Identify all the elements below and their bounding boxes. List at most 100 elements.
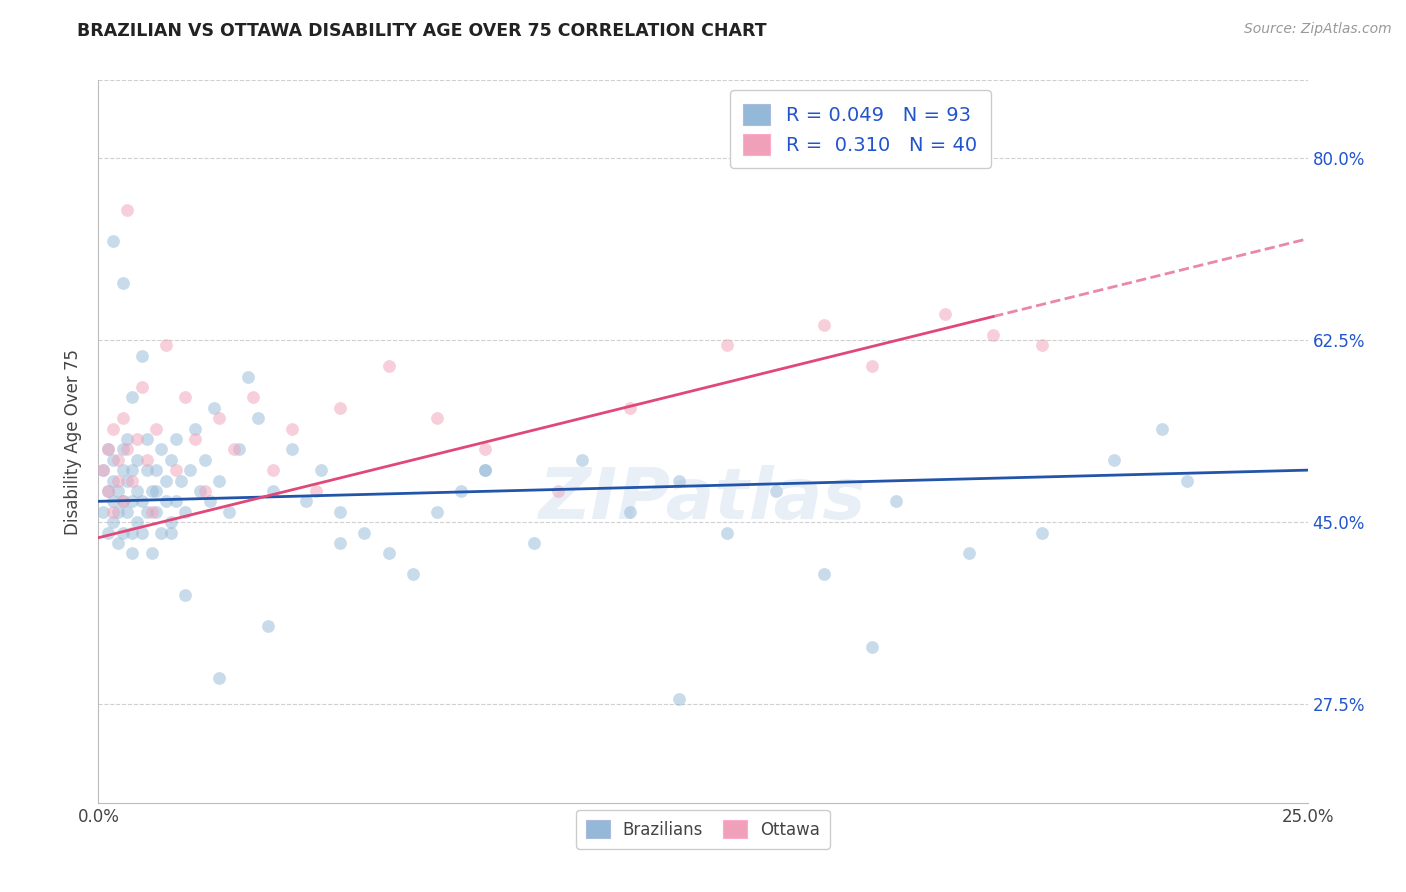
Point (813, 318, 835, 332)
Point (101, 494, 124, 508)
Point (121, 494, 143, 508)
Point (208, 411, 231, 425)
Point (329, 536, 352, 550)
Point (228, 442, 250, 457)
Point (934, 307, 956, 321)
Point (174, 505, 197, 519)
Point (765, 483, 787, 498)
Point (860, 359, 883, 374)
Point (97, 525, 120, 540)
Point (1031, 338, 1053, 352)
Point (155, 338, 177, 352)
Point (184, 421, 207, 435)
Point (1152, 421, 1174, 435)
Point (426, 505, 449, 519)
Point (111, 463, 134, 477)
Point (571, 452, 593, 467)
Point (218, 505, 240, 519)
Legend: Brazilians, Ottawa: Brazilians, Ottawa (576, 810, 830, 848)
Point (127, 452, 149, 467)
Point (131, 349, 153, 363)
Point (101, 452, 124, 467)
Point (150, 442, 173, 457)
Point (281, 421, 304, 435)
Point (184, 432, 207, 446)
Point (262, 483, 284, 498)
Point (145, 463, 167, 477)
Point (117, 442, 139, 457)
Point (1102, 452, 1125, 467)
Point (135, 432, 157, 446)
Point (111, 525, 134, 540)
Point (474, 463, 496, 477)
Point (377, 546, 399, 560)
Point (188, 483, 211, 498)
Point (91, 505, 114, 519)
Point (169, 474, 191, 488)
Point (101, 421, 124, 435)
Point (165, 494, 187, 508)
Text: BRAZILIAN VS OTTAWA DISABILITY AGE OVER 75 CORRELATION CHART: BRAZILIAN VS OTTAWA DISABILITY AGE OVER … (77, 22, 766, 40)
Point (281, 442, 304, 457)
Point (121, 474, 143, 488)
Point (716, 338, 738, 352)
Point (329, 505, 352, 519)
Point (141, 483, 163, 498)
Point (131, 525, 153, 540)
Point (860, 640, 883, 654)
Point (668, 691, 690, 706)
Point (91, 463, 114, 477)
Point (194, 483, 217, 498)
Point (208, 671, 231, 685)
Point (155, 494, 177, 508)
Point (117, 432, 139, 446)
Point (121, 463, 143, 477)
Text: ZIPatlas: ZIPatlas (540, 465, 866, 533)
Point (121, 390, 143, 404)
Point (97, 483, 120, 498)
Point (194, 452, 217, 467)
Text: Source: ZipAtlas.com: Source: ZipAtlas.com (1244, 22, 1392, 37)
Point (474, 463, 496, 477)
Point (179, 463, 201, 477)
Point (101, 235, 124, 249)
Point (377, 359, 399, 374)
Point (160, 452, 183, 467)
Point (813, 567, 835, 582)
Point (523, 536, 546, 550)
Point (238, 369, 260, 384)
Point (135, 505, 157, 519)
Point (242, 390, 264, 404)
Point (97, 483, 120, 498)
Point (1031, 525, 1053, 540)
Point (668, 474, 690, 488)
Point (111, 494, 134, 508)
Point (716, 525, 738, 540)
Point (107, 452, 129, 467)
Point (107, 505, 129, 519)
Point (107, 474, 129, 488)
Point (198, 494, 221, 508)
Point (165, 432, 187, 446)
Point (145, 421, 167, 435)
Point (131, 494, 153, 508)
Point (127, 515, 149, 529)
Point (127, 432, 149, 446)
Point (101, 474, 124, 488)
Point (450, 483, 472, 498)
Point (981, 328, 1004, 343)
Point (353, 525, 375, 540)
Point (107, 483, 129, 498)
Point (111, 494, 134, 508)
Point (174, 588, 197, 602)
Point (208, 474, 231, 488)
Point (145, 505, 167, 519)
Point (107, 536, 129, 550)
Point (160, 515, 183, 529)
Point (111, 276, 134, 290)
Point (174, 390, 197, 404)
Point (247, 411, 270, 425)
Point (165, 463, 187, 477)
Point (204, 401, 226, 415)
Point (619, 505, 641, 519)
